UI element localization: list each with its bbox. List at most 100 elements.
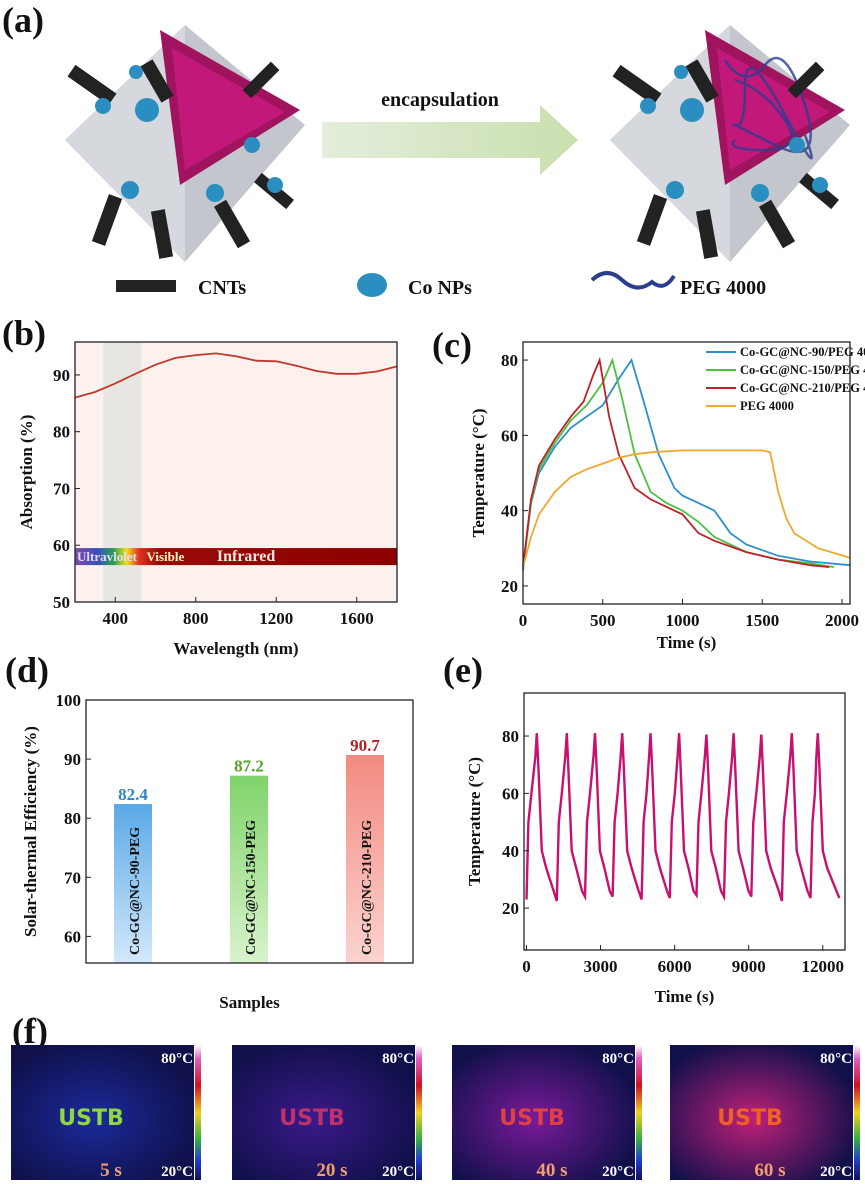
time-label: 40 s <box>536 1160 567 1181</box>
y-tick-label: 100 <box>56 691 82 710</box>
y-tick-label: 80 <box>502 727 519 746</box>
panel-label-a: (a) <box>2 0 44 40</box>
x-tick-label: 800 <box>183 609 209 628</box>
series-line-0 <box>74 352 398 399</box>
scale-max: 80°C <box>161 1051 193 1067</box>
x-tick-label: 400 <box>103 609 129 628</box>
x-tick-label: 1600 <box>340 609 374 628</box>
x-tick-label: 2000 <box>825 611 859 630</box>
bar-value-label: 87.2 <box>234 757 264 776</box>
y-tick-label: 90 <box>53 366 70 385</box>
x-tick-label: 1200 <box>259 609 293 628</box>
plot-frame <box>522 341 851 605</box>
series-line-0 <box>525 733 841 902</box>
y-tick-label: 40 <box>501 502 518 521</box>
peg-wave-icon <box>590 271 676 290</box>
legend-entry: Co-GC@NC-150/PEG 4000 <box>740 363 865 377</box>
bar <box>346 754 384 963</box>
y-tick-label: 20 <box>501 577 518 596</box>
bar-value-label: 90.7 <box>350 736 380 755</box>
legend-a: CNTs Co NPs PEG 4000 <box>116 271 766 299</box>
scale-max: 80°C <box>382 1051 414 1067</box>
x-axis-label: Wavelength (nm) <box>173 639 298 658</box>
y-tick-label: 80 <box>53 423 70 442</box>
arrow-label: encapsulation <box>381 89 499 111</box>
x-tick-label: 0 <box>519 611 528 630</box>
time-label: 5 s <box>100 1160 122 1181</box>
bar <box>114 804 152 963</box>
panel-label-e: (e) <box>443 650 483 690</box>
bar-category-label: Co-GC@NC-150-PEG <box>244 820 259 955</box>
plot-frame <box>523 692 846 951</box>
ustb-text: USTB <box>499 1106 564 1131</box>
encapsulation-arrow: encapsulation <box>322 89 578 175</box>
panel-label-f: (f) <box>12 1011 48 1051</box>
spectrum-band <box>75 548 397 566</box>
x-tick-label: 9000 <box>732 957 766 976</box>
scale-max: 80°C <box>602 1051 634 1067</box>
y-axis-label: Temperature (°C) <box>469 408 488 537</box>
y-tick-label: 80 <box>64 809 81 828</box>
x-axis-label: Samples <box>219 993 280 1012</box>
y-tick-label: 20 <box>502 899 519 918</box>
x-axis-label: Time (s) <box>657 633 717 652</box>
panel-label-d: (d) <box>5 650 49 690</box>
octahedron-empty <box>65 25 305 262</box>
y-tick-label: 60 <box>502 784 519 803</box>
legend-cnts: CNTs <box>198 277 246 299</box>
ustb-text: USTB <box>279 1106 344 1131</box>
x-tick-label: 12000 <box>802 957 845 976</box>
y-axis-label: Solar-thermal Efficiency (%) <box>21 726 40 937</box>
y-axis-label: Absorption (%) <box>17 415 36 530</box>
colorbar <box>854 1045 860 1180</box>
octahedron-filled <box>610 25 850 262</box>
thermal-image: USTB 5 s 80°C 20°C <box>11 1045 201 1181</box>
legend-peg: PEG 4000 <box>680 277 766 299</box>
bar <box>230 775 268 963</box>
y-tick-label: 40 <box>502 842 519 861</box>
y-tick-label: 70 <box>64 868 81 887</box>
scale-min: 20°C <box>820 1164 852 1180</box>
x-tick-label: 3000 <box>584 957 618 976</box>
legend-entry: Co-GC@NC-90/PEG 4000 <box>740 345 865 359</box>
legend-entry: Co-GC@NC-210/PEG 4000 <box>740 381 865 395</box>
thermal-image: USTB 60 s 80°C 20°C <box>670 1045 860 1181</box>
thermal-image: USTB 20 s 80°C 20°C <box>232 1045 422 1181</box>
colorbar <box>195 1045 201 1180</box>
legend-entry: PEG 4000 <box>740 399 794 413</box>
panel-label-b: (b) <box>2 313 46 353</box>
x-tick-label: 1000 <box>666 611 700 630</box>
plot-frame <box>85 699 414 964</box>
series-line-2 <box>522 356 830 568</box>
y-tick-label: 90 <box>64 750 81 769</box>
bar-category-label: Co-GC@NC-90-PEG <box>128 827 143 955</box>
chart-2: 82.4 Co-GC@NC-90-PEG 87.2 Co-GC@NC-150-PEG 9… <box>21 691 414 1012</box>
legend-co-nps: Co NPs <box>408 277 472 299</box>
thermal-image: USTB 40 s 80°C 20°C <box>452 1045 642 1181</box>
x-tick-label: 0 <box>522 957 531 976</box>
chart-0: Ultravlolet Visible Infrared 50 60 70 80 90 400 8… <box>17 341 398 658</box>
ustb-text: USTB <box>717 1106 782 1131</box>
cnt-rod-icon <box>116 280 176 292</box>
y-tick-label: 60 <box>53 536 70 555</box>
y-tick-label: 50 <box>53 593 70 612</box>
bar-value-label: 82.4 <box>118 785 148 804</box>
time-label: 60 s <box>754 1160 785 1181</box>
y-tick-label: 70 <box>53 479 70 498</box>
ustb-text: USTB <box>58 1106 123 1131</box>
plot-frame <box>74 341 398 603</box>
x-tick-label: 1500 <box>745 611 779 630</box>
band-label: Infrared <box>217 548 275 565</box>
band-label: Ultravlolet <box>77 549 138 564</box>
x-axis-label: Time (s) <box>655 987 715 1006</box>
x-tick-label: 6000 <box>658 957 692 976</box>
series-line-0 <box>522 358 851 568</box>
y-tick-label: 60 <box>64 927 81 946</box>
series-line-3 <box>522 449 851 568</box>
y-tick-label: 60 <box>501 426 518 445</box>
scale-min: 20°C <box>382 1164 414 1180</box>
panel-f: (f) USTB 5 s 80°C 20°C USTB 20 s 80°C 20°C USTB 4… <box>11 1011 860 1181</box>
scale-min: 20°C <box>602 1164 634 1180</box>
